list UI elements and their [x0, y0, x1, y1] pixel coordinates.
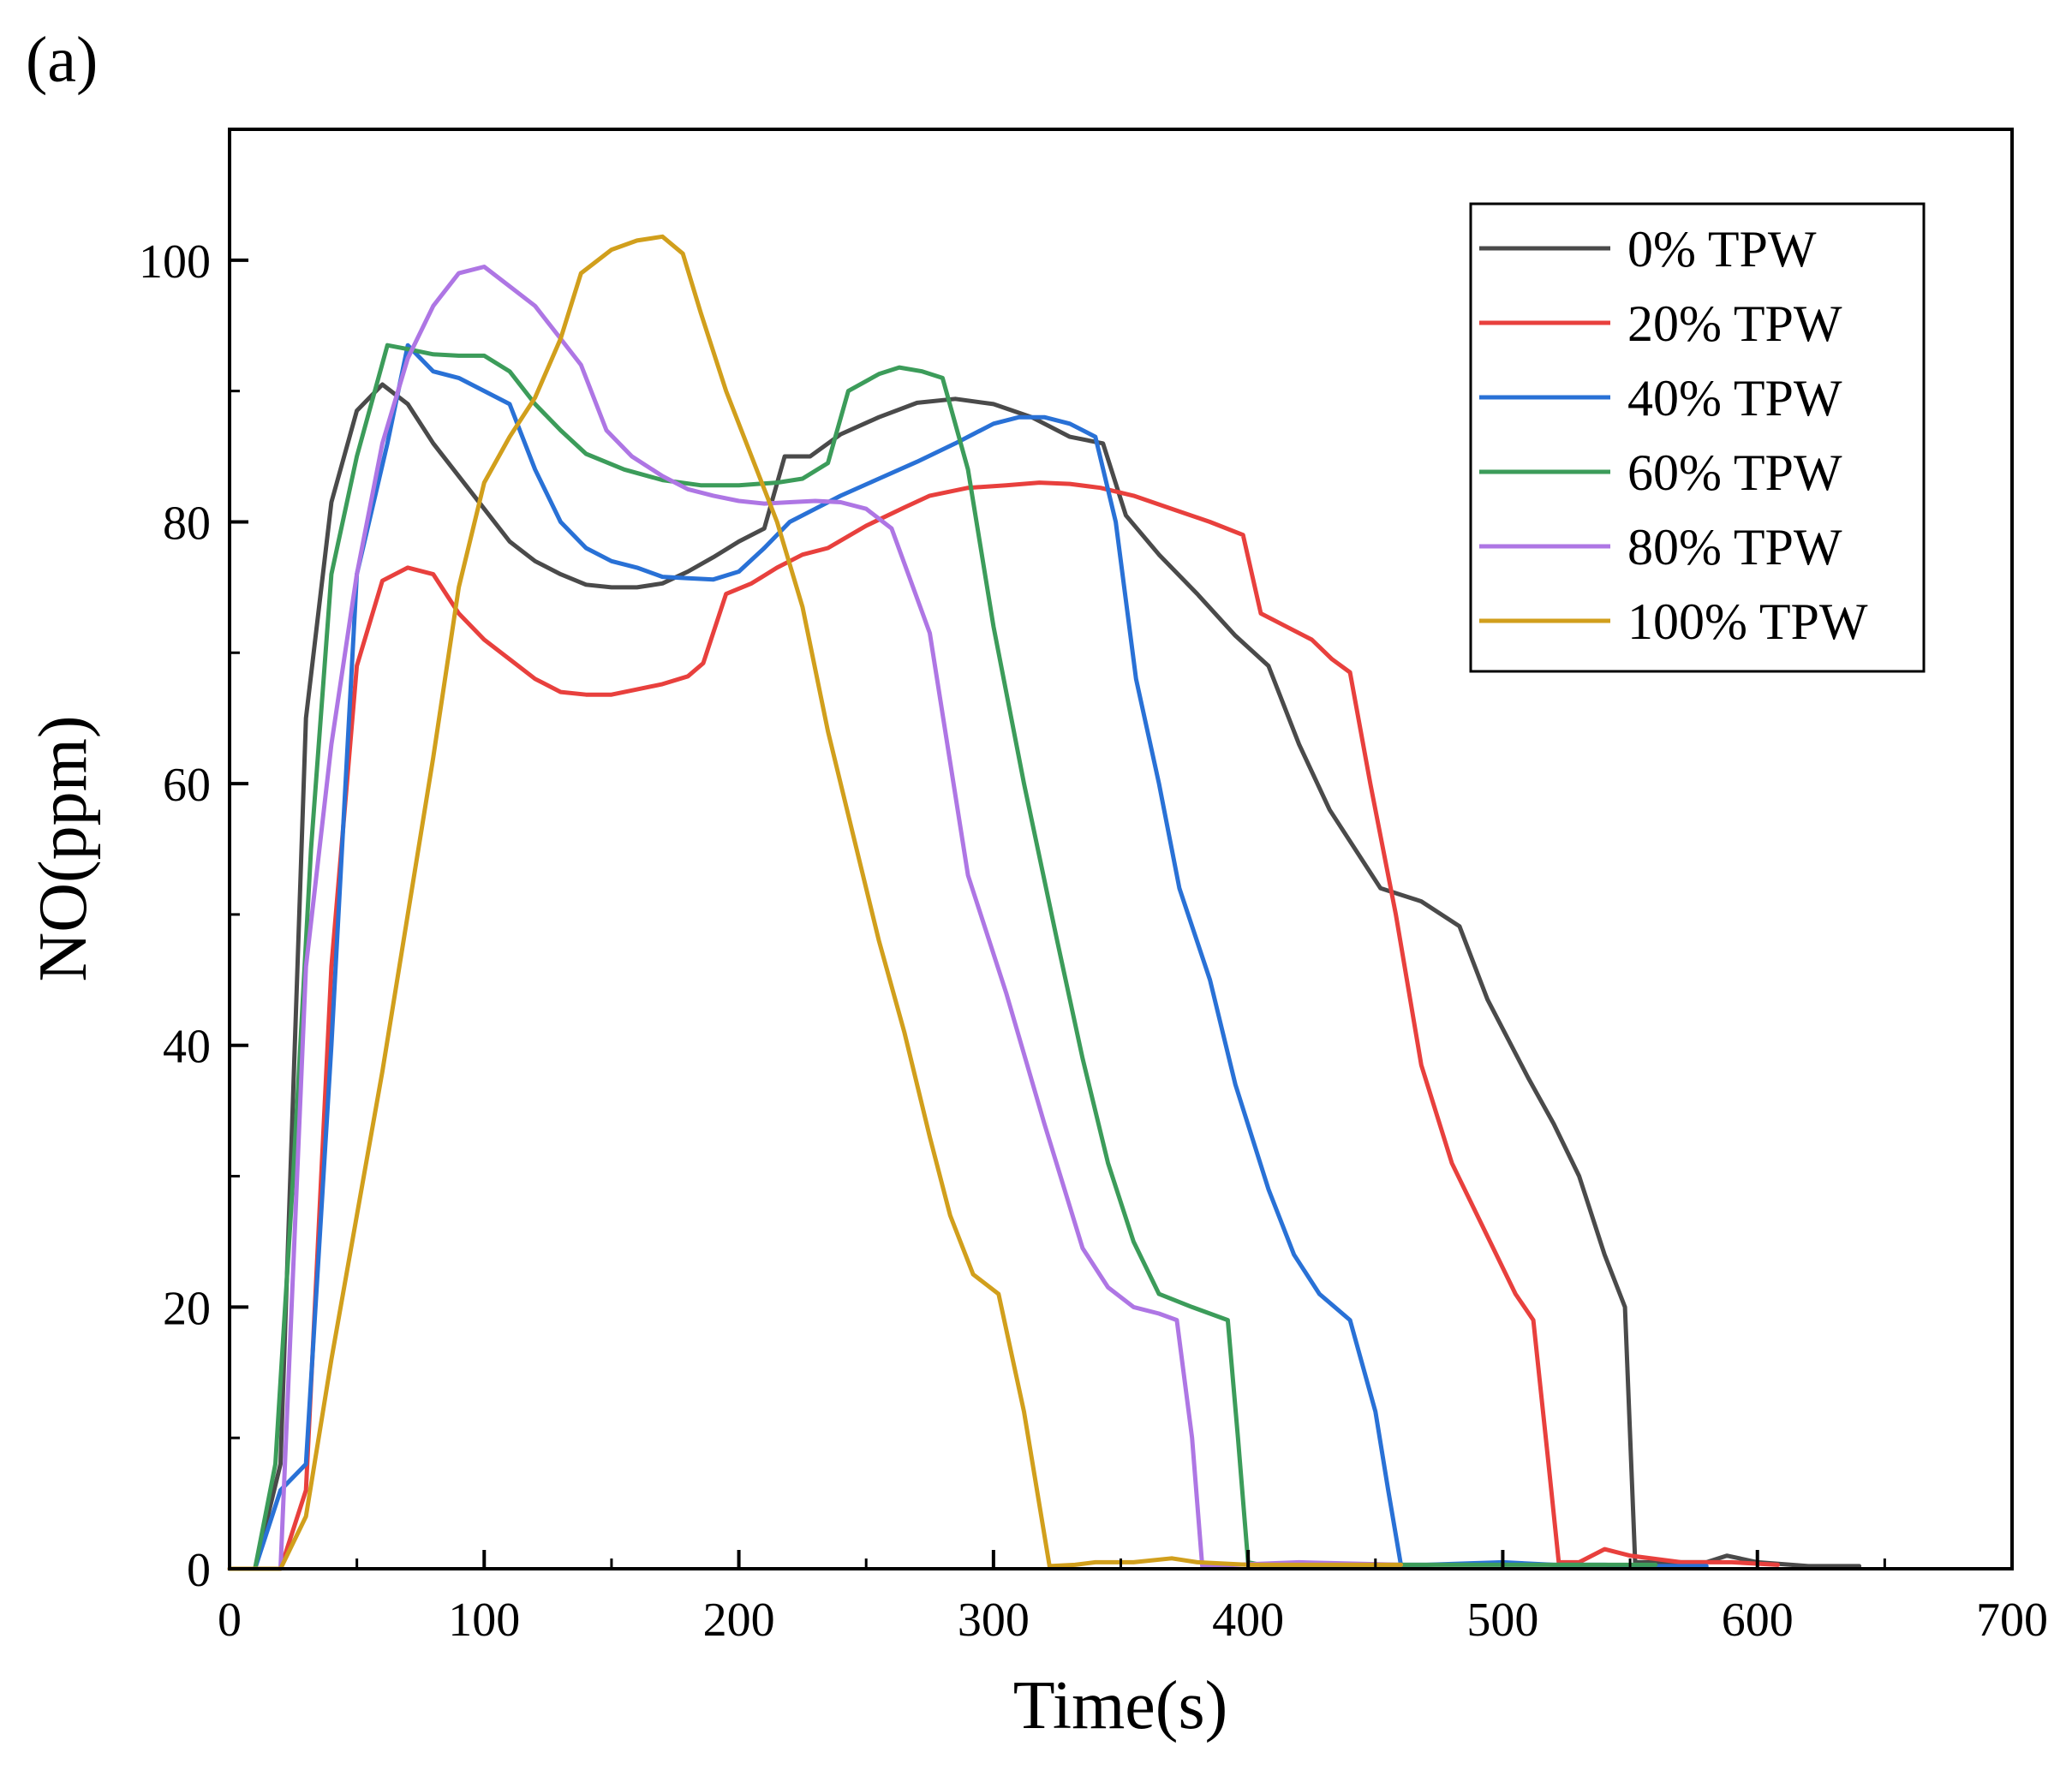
plot-frame — [228, 128, 2014, 1570]
legend-box — [1469, 202, 1926, 673]
y-tick-label: 0 — [187, 1544, 211, 1597]
series-line-60-tpw — [227, 343, 1658, 1571]
x-tick-label: 400 — [1212, 1594, 1284, 1647]
legend-label: 0% TPW — [1627, 221, 1817, 277]
legend-items: 0% TPW 20% TPW 40% TPW 60% TPW 80% TPW 100% T… — [1479, 221, 1868, 650]
x-tick-label: 500 — [1466, 1594, 1538, 1647]
y-tick-label: 40 — [163, 1021, 211, 1074]
legend-label: 100% TPW — [1627, 593, 1868, 650]
series-layer — [227, 234, 1862, 1571]
y-tick-label: 80 — [163, 497, 211, 550]
panel-label: (a) — [26, 24, 98, 96]
legend-label: 20% TPW — [1627, 295, 1842, 352]
y-tick-label: 100 — [139, 235, 211, 289]
series-line-0-tpw — [227, 382, 1862, 1571]
series-line-100-tpw — [227, 234, 1403, 1571]
legend-label: 60% TPW — [1627, 444, 1842, 501]
series-line-40-tpw — [227, 343, 1709, 1571]
x-tick-label: 700 — [1976, 1594, 2048, 1647]
x-tick-label: 0 — [218, 1594, 242, 1647]
legend-label: 40% TPW — [1627, 370, 1842, 426]
x-tick-label: 300 — [958, 1594, 1030, 1647]
y-tick-labels: 0 20 40 60 80 100 — [139, 235, 211, 1597]
x-tick-label: 200 — [703, 1594, 775, 1647]
legend: 0% TPW 20% TPW 40% TPW 60% TPW 80% TPW 100% T… — [1469, 202, 1926, 673]
x-tick-labels: 0 100 200 300 400 500 600 700 — [218, 1594, 2048, 1647]
x-axis-title: Time(s) — [1013, 1668, 1227, 1743]
x-tick-label: 600 — [1722, 1594, 1794, 1647]
series-line-80-tpw — [227, 265, 1403, 1571]
series-line-20-tpw — [227, 480, 1780, 1571]
y-tick-label: 20 — [163, 1282, 211, 1335]
x-tick-label: 100 — [448, 1594, 520, 1647]
y-tick-label: 60 — [163, 759, 211, 812]
y-axis-title: NO(ppm) — [26, 715, 101, 981]
legend-label: 80% TPW — [1627, 519, 1842, 575]
